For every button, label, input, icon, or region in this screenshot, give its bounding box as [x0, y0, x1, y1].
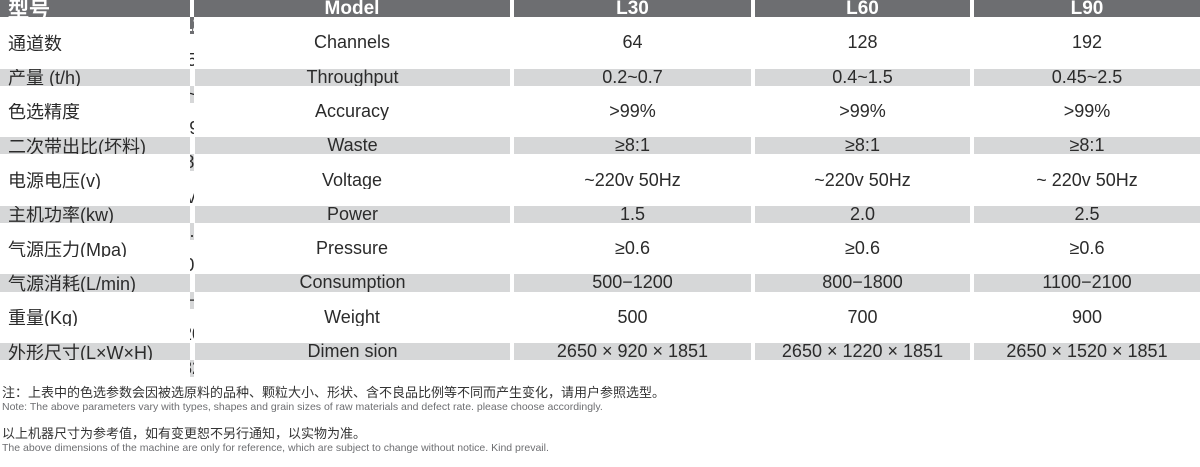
note-1: 注：上表中的色选参数会因被选原料的品种、颗粒大小、形状、含不良品比例等不同而产生… [2, 385, 1198, 414]
value-l90: ≥0.6 [974, 240, 1200, 258]
row-label-cn: 气源压力(Mpa) [0, 240, 190, 258]
row-label-en: Accuracy [194, 102, 510, 121]
table-row: 电源电压(v) Voltage ~220v 50Hz ~220v 50Hz ~ 220v… [0, 171, 1200, 206]
value-l30: 500 [514, 308, 751, 326]
value-l30: 500−1200 [514, 274, 751, 292]
header-model-en: Model [194, 0, 510, 18]
note-2: 以上机器尺寸为参考值，如有变更恕不另行通知，以实物为准。 The above d… [2, 426, 1198, 455]
table-row: 外形尺寸(L×W×H) Dimen sion 2650 × 920 × 1851 26… [0, 342, 1200, 378]
note-1-en: Note: The above parameters vary with typ… [2, 401, 603, 413]
row-label-en: Voltage [194, 171, 510, 189]
value-l60: 0.4~1.5 [755, 68, 970, 86]
value-l90: 1100−2100 [974, 274, 1200, 292]
row-label-cn: 主机功率(kw) [0, 205, 190, 223]
value-l90: 192 [974, 34, 1200, 52]
value-l30: ~220v 50Hz [514, 171, 751, 189]
note-2-en: The above dimensions of the machine are … [2, 442, 549, 454]
value-l60: 2650 × 1220 × 1851 [755, 342, 970, 361]
value-l90: 0.45~2.5 [974, 68, 1200, 86]
notes: 注：上表中的色选参数会因被选原料的品种、颗粒大小、形状、含不良品比例等不同而产生… [2, 385, 1198, 467]
row-label-cn: 产量 (t/h) [0, 68, 190, 86]
value-l120: >99% [190, 120, 194, 138]
value-l60: ≥8:1 [755, 137, 970, 155]
value-l60: 700 [755, 308, 970, 326]
row-label-en: Pressure [194, 240, 510, 258]
value-l90: ≥8:1 [974, 137, 1200, 155]
row-label-en: Weight [194, 308, 510, 326]
value-l60: 800−1800 [755, 274, 970, 292]
note-1-cn: 注：上表中的色选参数会因被选原料的品种、颗粒大小、形状、含不良品比例等不同而产生… [2, 385, 666, 400]
value-l120: 0.5~3.0 [190, 85, 194, 103]
row-label-cn: 色选精度 [0, 102, 190, 121]
row-label-cn: 二次带出比(坏料) [0, 137, 190, 155]
row-label-cn: 气源消耗(L/min) [0, 274, 190, 292]
row-label-en: Dimen sion [194, 342, 510, 361]
value-l120: ~ 220v 50Hz [190, 188, 194, 206]
value-l90: 2.5 [974, 205, 1200, 223]
header-col-l30: L30 [514, 0, 751, 18]
row-label-cn: 重量(Kg) [0, 308, 190, 326]
value-l30: 2650 × 920 × 1851 [514, 342, 751, 361]
value-l60: 128 [755, 34, 970, 52]
value-l60: ~220v 50Hz [755, 171, 970, 189]
value-l120: 3.0 [190, 222, 194, 241]
spec-table: 型号 Model L30 L60 L90 L120 通道数Channels641… [0, 0, 1200, 378]
value-l120: 1200 [190, 325, 194, 343]
table-row: 气源压力(Mpa)Pressure≥0.6≥0.6≥0.6≥0.6 [0, 240, 1200, 275]
row-label-en: Throughput [194, 68, 510, 86]
value-l90: 2650 × 1520 × 1851 [974, 342, 1200, 361]
row-label-en: Waste [194, 137, 510, 155]
value-l60: ≥0.6 [755, 240, 970, 258]
value-l30: 1.5 [514, 205, 751, 223]
value-l30: 0.2~0.7 [514, 68, 751, 86]
row-label-en: Consumption [194, 274, 510, 292]
table-row: 二次带出比(坏料)Waste≥8:1≥8:1≥8:1≥8:1 [0, 137, 1200, 172]
row-label-cn: 电源电压(v) [0, 171, 190, 189]
row-label-en: Power [194, 205, 510, 223]
table-row: 气源消耗(L/min) Consumption 500−1200 800−1800 11… [0, 274, 1200, 309]
table-header-row: 型号 Model L30 L60 L90 L120 [0, 0, 1200, 35]
value-l30: ≥0.6 [514, 240, 751, 258]
value-l90: >99% [974, 102, 1200, 121]
value-l30: ≥8:1 [514, 137, 751, 155]
header-col-l60: L60 [755, 0, 970, 18]
value-l120: 256 [190, 51, 194, 69]
note-2-cn: 以上机器尺寸为参考值，如有变更恕不另行通知，以实物为准。 [2, 426, 367, 441]
value-l120: ≥0.6 [190, 257, 194, 275]
row-label-cn: 通道数 [0, 34, 190, 52]
value-l60: >99% [755, 102, 970, 121]
value-l60: 2.0 [755, 205, 970, 223]
value-l120: ≥8:1 [190, 154, 194, 172]
row-label-en: Channels [194, 34, 510, 52]
value-l120: 1500−2800 [190, 291, 194, 309]
value-l30: >99% [514, 102, 751, 121]
value-l120: 2650 × 1820 × 1851 [190, 360, 194, 378]
header-col-l90: L90 [974, 0, 1200, 18]
value-l90: 900 [974, 308, 1200, 326]
header-col-l120: L120 [190, 17, 194, 35]
table-row: 产量 (t/h) Throughput 0.2~0.7 0.4~1.5 0.45~2.5… [0, 68, 1200, 103]
value-l30: 64 [514, 34, 751, 52]
row-label-cn: 外形尺寸(L×W×H) [0, 342, 190, 361]
value-l90: ~ 220v 50Hz [974, 171, 1200, 189]
header-model-cn: 型号 [0, 0, 190, 18]
